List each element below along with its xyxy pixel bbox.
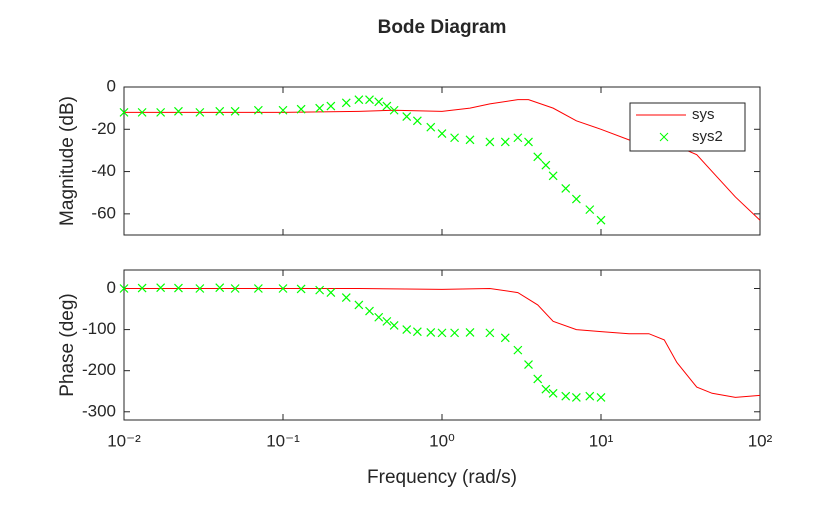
x-axis-label: Frequency (rad/s) bbox=[367, 467, 517, 488]
marker bbox=[585, 391, 595, 401]
legend-label: sys2 bbox=[692, 128, 723, 145]
marker bbox=[596, 215, 606, 225]
marker bbox=[437, 129, 447, 138]
x-tick-label: 10¹ bbox=[589, 431, 614, 450]
line bbox=[124, 99, 761, 221]
marker bbox=[541, 384, 551, 394]
marker bbox=[156, 107, 166, 117]
marker bbox=[402, 325, 412, 335]
y-tick-label: 0 bbox=[107, 278, 116, 297]
y-tick-label: -300 bbox=[82, 401, 116, 420]
marker bbox=[374, 312, 384, 322]
marker bbox=[326, 288, 336, 298]
marker bbox=[253, 105, 263, 115]
marker bbox=[524, 360, 533, 369]
marker bbox=[230, 284, 240, 293]
marker bbox=[341, 98, 351, 108]
marker bbox=[548, 171, 558, 181]
x-tick-label: 10² bbox=[748, 431, 773, 450]
marker bbox=[315, 285, 325, 295]
marker bbox=[465, 328, 475, 337]
marker bbox=[571, 392, 581, 402]
y-tick-label: -200 bbox=[82, 360, 116, 379]
marker bbox=[402, 112, 412, 122]
y-tick-label: -60 bbox=[91, 203, 116, 222]
marker bbox=[533, 152, 543, 162]
marker bbox=[195, 107, 205, 117]
marker bbox=[412, 116, 422, 126]
marker bbox=[296, 284, 306, 294]
marker bbox=[450, 133, 460, 143]
marker bbox=[585, 205, 595, 215]
marker bbox=[548, 388, 558, 398]
marker bbox=[374, 97, 384, 107]
marker bbox=[561, 184, 571, 193]
marker bbox=[571, 194, 581, 204]
marker bbox=[513, 133, 523, 143]
marker bbox=[326, 101, 336, 111]
chart-title: Bode Diagram bbox=[378, 17, 507, 38]
marker bbox=[174, 283, 183, 293]
y-tick-label: -40 bbox=[91, 161, 116, 180]
marker bbox=[278, 284, 288, 293]
marker bbox=[500, 333, 510, 343]
marker bbox=[174, 106, 183, 116]
y-tick-label: -100 bbox=[82, 319, 116, 338]
marker bbox=[119, 284, 129, 293]
marker bbox=[450, 328, 460, 338]
legend bbox=[629, 102, 746, 152]
marker bbox=[485, 328, 495, 338]
marker bbox=[596, 392, 606, 402]
marker bbox=[389, 105, 399, 115]
y-tick-label: 0 bbox=[107, 76, 116, 95]
marker bbox=[156, 283, 166, 293]
marker bbox=[437, 328, 447, 338]
marker bbox=[195, 284, 205, 293]
marker bbox=[215, 106, 225, 116]
plot-area bbox=[123, 269, 761, 421]
marker bbox=[365, 95, 374, 105]
x-tick-label: 10⁻² bbox=[107, 431, 141, 450]
x-tick-label: 10⁻¹ bbox=[266, 431, 300, 450]
marker bbox=[365, 306, 374, 316]
marker bbox=[541, 160, 551, 170]
marker bbox=[382, 101, 392, 111]
marker bbox=[426, 122, 436, 132]
marker bbox=[278, 105, 288, 115]
marker bbox=[230, 106, 240, 116]
marker bbox=[561, 391, 571, 401]
x-tick-label: 10⁰ bbox=[429, 431, 455, 450]
marker bbox=[426, 328, 436, 337]
marker bbox=[524, 137, 533, 147]
y-axis-label: Magnitude (dB) bbox=[57, 96, 78, 226]
marker bbox=[382, 316, 392, 326]
marker bbox=[485, 137, 495, 147]
marker bbox=[215, 283, 225, 293]
marker bbox=[389, 321, 399, 330]
marker bbox=[500, 137, 510, 147]
marker bbox=[137, 107, 147, 117]
marker bbox=[315, 103, 325, 113]
marker bbox=[513, 345, 523, 355]
y-tick-label: -20 bbox=[91, 119, 116, 138]
marker bbox=[119, 107, 129, 117]
marker bbox=[296, 104, 306, 114]
line bbox=[124, 287, 761, 398]
marker bbox=[341, 293, 351, 302]
marker bbox=[465, 135, 475, 145]
marker bbox=[354, 95, 364, 105]
marker bbox=[253, 284, 263, 293]
y-axis-label: Phase (deg) bbox=[57, 293, 78, 397]
marker bbox=[354, 300, 364, 310]
marker bbox=[533, 374, 543, 384]
marker bbox=[412, 327, 422, 337]
legend-swatch bbox=[659, 132, 669, 142]
legend-label: sys bbox=[692, 106, 715, 123]
marker bbox=[137, 283, 147, 293]
